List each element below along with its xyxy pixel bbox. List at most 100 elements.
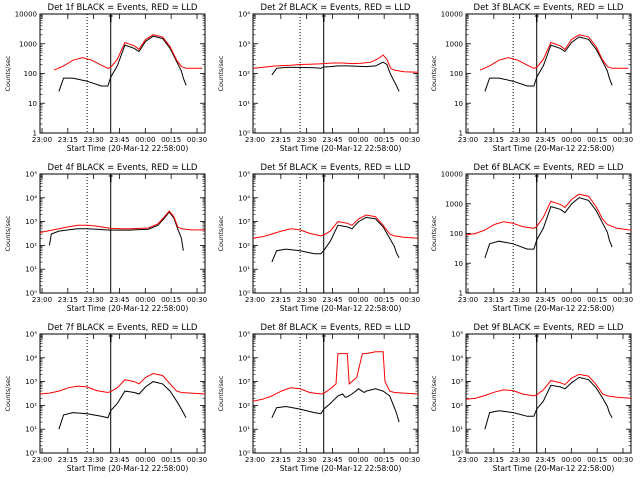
x-tick-label: 23:30 <box>297 136 317 144</box>
y-tick-label: 10¹ <box>25 426 37 434</box>
y-tick-label: 10000 <box>441 11 463 19</box>
x-axis-label: Start Time (20-Mar-12 22:58:00) <box>493 304 615 313</box>
x-tick-label: 23:00 <box>458 456 478 464</box>
plot-frame <box>252 13 419 134</box>
x-tick-label: 23:45 <box>535 456 555 464</box>
x-tick-label: 23:00 <box>32 296 52 304</box>
panel-title: Det 6f BLACK = Events, RED = LLD <box>474 163 624 173</box>
y-tick-label: 10⁰ <box>25 450 37 458</box>
x-tick-label: 00:15 <box>161 296 181 304</box>
x-tick-label: 23:15 <box>58 296 78 304</box>
y-tick-label: 10⁴ <box>451 354 463 362</box>
y-tick-label: 10² <box>25 242 37 250</box>
events-series-line <box>484 197 613 259</box>
x-tick-label: 00:30 <box>187 456 207 464</box>
panel-title: Det 8f BLACK = Events, RED = LLD <box>261 323 411 333</box>
lld-series-line <box>39 210 205 233</box>
x-tick-label: 00:15 <box>374 136 394 144</box>
y-tick-label: 100 <box>24 70 37 78</box>
y-tick-label: 10¹ <box>238 266 250 274</box>
x-tick-label: 00:00 <box>135 136 155 144</box>
x-tick-label: 00:30 <box>400 136 420 144</box>
events-series-line <box>271 216 400 263</box>
x-axis-label: Start Time (20-Mar-12 22:58:00) <box>67 464 189 473</box>
x-tick-label: 23:45 <box>535 136 555 144</box>
x-tick-label: 23:15 <box>484 456 504 464</box>
panel-det-1f: Det 1f BLACK = Events, RED = LLD 1 10 100 10… <box>4 3 207 153</box>
x-tick-label: 23:00 <box>32 456 52 464</box>
panel-title: Det 5f BLACK = Events, RED = LLD <box>261 163 411 173</box>
panel-det-4f: Det 4f BLACK = Events, RED = LLD 10⁰ 10¹ 10… <box>4 163 207 313</box>
y-tick-label: 10¹ <box>238 426 250 434</box>
panel-title: Det 7f BLACK = Events, RED = LLD <box>48 323 198 333</box>
x-tick-label: 23:30 <box>297 296 317 304</box>
y-tick-label: 10³ <box>238 218 250 226</box>
y-tick-label: 100 <box>450 230 463 238</box>
y-tick-label: 10000 <box>441 171 463 179</box>
panel-title: Det 9f BLACK = Events, RED = LLD <box>474 323 624 333</box>
x-tick-label: 00:30 <box>187 296 207 304</box>
y-tick-label: 10⁰ <box>238 450 250 458</box>
y-tick-label: 10⁵ <box>25 171 37 179</box>
x-tick-label: 23:15 <box>271 456 291 464</box>
y-tick-label: 1 <box>459 290 463 298</box>
x-tick-label: 00:15 <box>587 456 607 464</box>
y-tick-label: 10³ <box>238 378 250 386</box>
x-tick-label: 23:15 <box>271 296 291 304</box>
lld-series-line <box>465 373 632 400</box>
panel-title: Det 4f BLACK = Events, RED = LLD <box>48 163 198 173</box>
panel-title: Det 1f BLACK = Events, RED = LLD <box>48 3 198 13</box>
y-axis-label: Counts/sec <box>217 55 225 91</box>
x-tick-label: 00:30 <box>187 136 207 144</box>
x-axis-label: Start Time (20-Mar-12 22:58:00) <box>280 304 402 313</box>
x-axis-label: Start Time (20-Mar-12 22:58:00) <box>67 144 189 153</box>
y-tick-label: 10 <box>28 100 37 108</box>
x-tick-label: 00:00 <box>135 456 155 464</box>
x-tick-label: 23:45 <box>109 296 129 304</box>
x-tick-label: 00:30 <box>613 456 633 464</box>
y-tick-label: 1 <box>459 130 463 138</box>
x-axis-label: Start Time (20-Mar-12 22:58:00) <box>280 144 402 153</box>
x-tick-label: 23:45 <box>109 136 129 144</box>
x-tick-label: 23:45 <box>322 296 342 304</box>
y-tick-label: 10⁰ <box>451 450 463 458</box>
events-series-line <box>484 376 613 430</box>
x-tick-label: 23:30 <box>84 456 104 464</box>
y-tick-label: 1000 <box>445 40 463 48</box>
y-tick-label: 100 <box>450 70 463 78</box>
x-tick-label: 23:30 <box>84 296 104 304</box>
y-tick-label: 10¹ <box>451 426 463 434</box>
y-axis-label: Counts/sec <box>430 215 438 251</box>
plot-frame <box>39 333 206 454</box>
y-tick-label: 10² <box>238 242 250 250</box>
panel-title: Det 3f BLACK = Events, RED = LLD <box>474 3 624 13</box>
y-tick-label: 10² <box>25 402 37 410</box>
y-tick-label: 10³ <box>25 378 37 386</box>
panel-det-5f: Det 5f BLACK = Events, RED = LLD 10⁰ 10¹ 10… <box>217 163 420 313</box>
x-tick-label: 00:30 <box>613 296 633 304</box>
lld-series-line <box>479 34 629 71</box>
y-tick-label: 10⁵ <box>238 171 250 179</box>
panel-det-3f: Det 3f BLACK = Events, RED = LLD 1 10 100 10… <box>430 3 633 153</box>
x-tick-label: 00:00 <box>561 136 581 144</box>
y-tick-label: 10¹ <box>25 266 37 274</box>
x-tick-label: 00:00 <box>561 296 581 304</box>
x-tick-label: 23:45 <box>109 456 129 464</box>
x-tick-label: 00:15 <box>161 136 181 144</box>
y-tick-label: 10⁰ <box>25 290 37 298</box>
y-tick-label: 10³ <box>238 40 250 48</box>
y-axis-label: Counts/sec <box>430 55 438 91</box>
y-tick-label: 10⁵ <box>238 331 250 339</box>
panel-det-2f: Det 2f BLACK = Events, RED = LLD 10⁰ 10¹ 10… <box>217 3 420 153</box>
x-tick-label: 00:30 <box>613 136 633 144</box>
plot-frame <box>465 173 632 294</box>
plot-frame <box>465 333 632 454</box>
x-tick-label: 23:00 <box>32 136 52 144</box>
y-tick-label: 10⁵ <box>25 331 37 339</box>
x-tick-label: 00:00 <box>348 136 368 144</box>
lld-series-line <box>252 54 419 73</box>
x-tick-label: 23:00 <box>245 456 265 464</box>
events-series-line <box>271 61 400 92</box>
plot-frame <box>465 13 632 134</box>
x-tick-label: 23:00 <box>245 136 265 144</box>
